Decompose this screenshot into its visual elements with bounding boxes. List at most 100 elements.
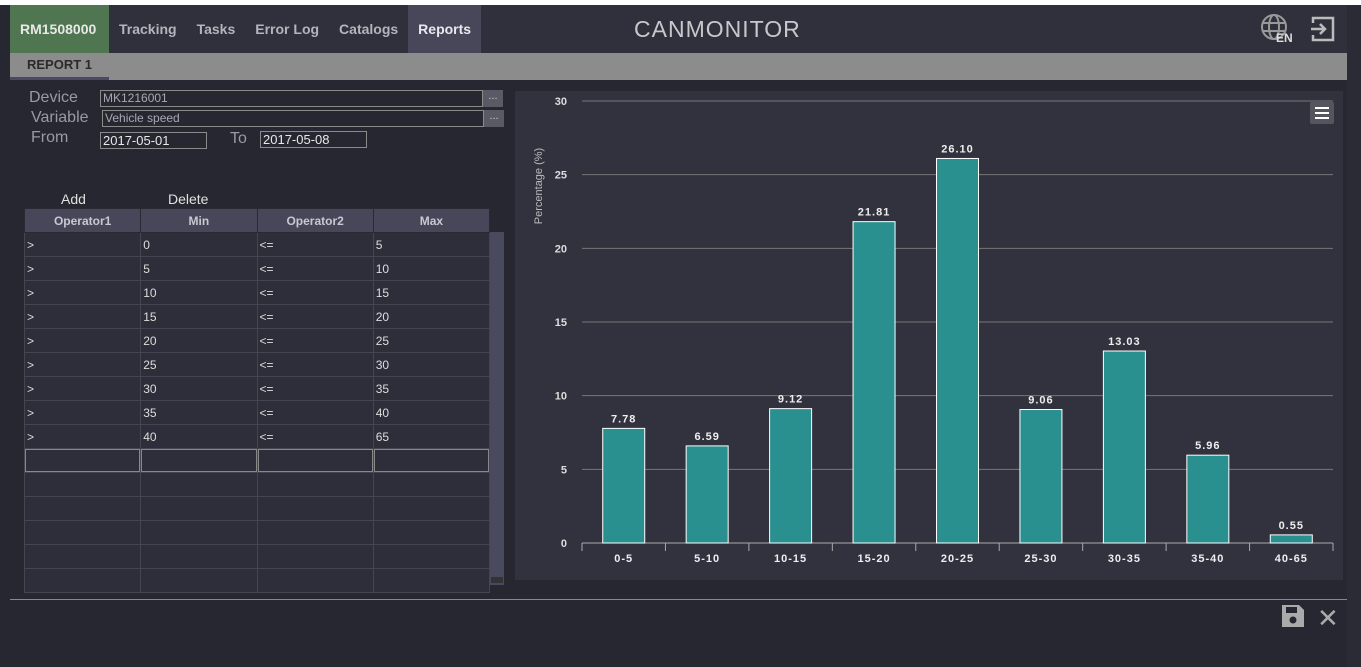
tab-reports[interactable]: Reports — [408, 5, 482, 53]
table-cell[interactable] — [372, 472, 491, 497]
table-cell[interactable]: > — [23, 232, 142, 257]
table-cell[interactable] — [140, 472, 258, 497]
tab-tracking[interactable]: Tracking — [119, 21, 177, 37]
table-cell[interactable] — [256, 496, 374, 521]
column-header[interactable]: Max — [372, 208, 491, 233]
table-row[interactable]: >30 <= 35 — [23, 376, 491, 401]
table-cell[interactable]: > — [23, 304, 142, 329]
chart-menu-button[interactable] — [1310, 102, 1334, 124]
table-row[interactable] — [23, 472, 491, 497]
table-cell[interactable]: 15 — [372, 280, 491, 305]
table-row[interactable]: >40 <= 65 — [23, 424, 491, 449]
table-cell[interactable]: > — [23, 352, 142, 377]
table-cell[interactable]: 5 — [140, 256, 258, 281]
table-cell[interactable] — [140, 496, 258, 521]
table-cell[interactable]: 25 — [372, 328, 491, 353]
table-cell[interactable] — [23, 448, 142, 473]
save-button[interactable] — [1281, 604, 1305, 633]
table-row[interactable] — [23, 496, 491, 521]
table-cell[interactable]: 10 — [140, 280, 258, 305]
table-cell[interactable]: > — [23, 424, 142, 449]
table-row[interactable]: >10 <= 15 — [23, 280, 491, 305]
variable-field[interactable]: Vehicle speed — [102, 110, 484, 127]
table-row[interactable]: >25 <= 30 — [23, 352, 491, 377]
table-cell[interactable]: > — [23, 328, 142, 353]
table-cell[interactable]: <= — [256, 424, 374, 449]
delete-button[interactable]: Delete — [168, 191, 209, 207]
table-scrollbar[interactable] — [490, 232, 504, 585]
table-cell[interactable]: 40 — [372, 400, 491, 425]
table-cell[interactable]: <= — [256, 304, 374, 329]
table-cell[interactable]: 20 — [372, 304, 491, 329]
table-cell[interactable] — [372, 568, 491, 593]
table-row[interactable] — [23, 544, 491, 569]
table-cell[interactable] — [140, 520, 258, 545]
table-cell[interactable] — [372, 496, 491, 521]
table-row[interactable] — [23, 520, 491, 545]
table-cell[interactable] — [23, 520, 142, 545]
table-row[interactable]: >35 <= 40 — [23, 400, 491, 425]
table-row[interactable] — [23, 568, 491, 593]
table-cell[interactable] — [140, 544, 258, 569]
table-cell[interactable]: <= — [256, 256, 374, 281]
table-cell[interactable]: 25 — [140, 352, 258, 377]
device-browse-button[interactable]: ... — [483, 90, 503, 107]
tab-tasks[interactable]: Tasks — [196, 21, 236, 37]
table-cell[interactable]: 15 — [140, 304, 258, 329]
table-cell[interactable]: 5 — [372, 232, 491, 257]
scrollbar-thumb[interactable] — [491, 577, 503, 583]
variable-browse-button[interactable]: ... — [484, 110, 504, 127]
table-cell[interactable]: > — [23, 256, 142, 281]
table-cell[interactable]: 35 — [372, 376, 491, 401]
column-header[interactable]: Min — [140, 208, 258, 233]
close-icon[interactable]: ✕ — [1317, 603, 1339, 633]
table-cell[interactable] — [256, 568, 374, 593]
table-row[interactable] — [23, 448, 491, 473]
table-cell[interactable] — [256, 520, 374, 545]
table-cell[interactable]: <= — [256, 328, 374, 353]
table-row[interactable]: >5 <= 10 — [23, 256, 491, 281]
table-cell[interactable]: <= — [256, 400, 374, 425]
table-cell[interactable]: 65 — [372, 424, 491, 449]
from-date-field[interactable]: 2017-05-01 — [100, 132, 207, 149]
table-row[interactable]: >20 <= 25 — [23, 328, 491, 353]
table-cell[interactable]: 30 — [140, 376, 258, 401]
table-cell[interactable]: <= — [256, 376, 374, 401]
table-row[interactable]: >0 <= 5 — [23, 232, 491, 257]
table-cell[interactable] — [140, 448, 258, 473]
table-cell[interactable]: 10 — [372, 256, 491, 281]
table-cell[interactable]: 30 — [372, 352, 491, 377]
table-cell[interactable]: 0 — [140, 232, 258, 257]
table-cell[interactable] — [372, 520, 491, 545]
table-cell[interactable] — [372, 448, 491, 473]
table-cell[interactable] — [23, 472, 142, 497]
tab-error-log[interactable]: Error Log — [255, 21, 320, 37]
language-selector[interactable]: EN — [1260, 14, 1294, 46]
table-cell[interactable]: 20 — [140, 328, 258, 353]
table-cell[interactable]: 40 — [140, 424, 258, 449]
logout-button[interactable] — [1309, 15, 1337, 48]
table-cell[interactable]: > — [23, 400, 142, 425]
to-date-field[interactable]: 2017-05-08 — [260, 131, 367, 148]
table-cell[interactable] — [23, 544, 142, 569]
table-cell[interactable] — [372, 544, 491, 569]
table-cell[interactable] — [256, 544, 374, 569]
tab-catalogs[interactable]: Catalogs — [339, 21, 399, 37]
table-row[interactable]: >15 <= 20 — [23, 304, 491, 329]
column-header[interactable]: Operator2 — [256, 208, 374, 233]
device-tab[interactable]: RM1508000 — [10, 5, 109, 53]
table-cell[interactable] — [23, 496, 142, 521]
table-cell[interactable] — [23, 568, 142, 593]
add-button[interactable]: Add — [61, 191, 86, 207]
table-cell[interactable] — [140, 568, 258, 593]
table-cell[interactable]: 35 — [140, 400, 258, 425]
table-cell[interactable]: > — [23, 280, 142, 305]
table-cell[interactable] — [256, 472, 374, 497]
column-header[interactable]: Operator1 — [23, 208, 142, 233]
table-cell[interactable]: <= — [256, 232, 374, 257]
tab-report-1[interactable]: REPORT 1 — [10, 53, 109, 80]
table-cell[interactable]: <= — [256, 280, 374, 305]
table-cell[interactable] — [256, 448, 374, 473]
device-field[interactable]: MK1216001 — [100, 90, 483, 107]
table-cell[interactable]: <= — [256, 352, 374, 377]
